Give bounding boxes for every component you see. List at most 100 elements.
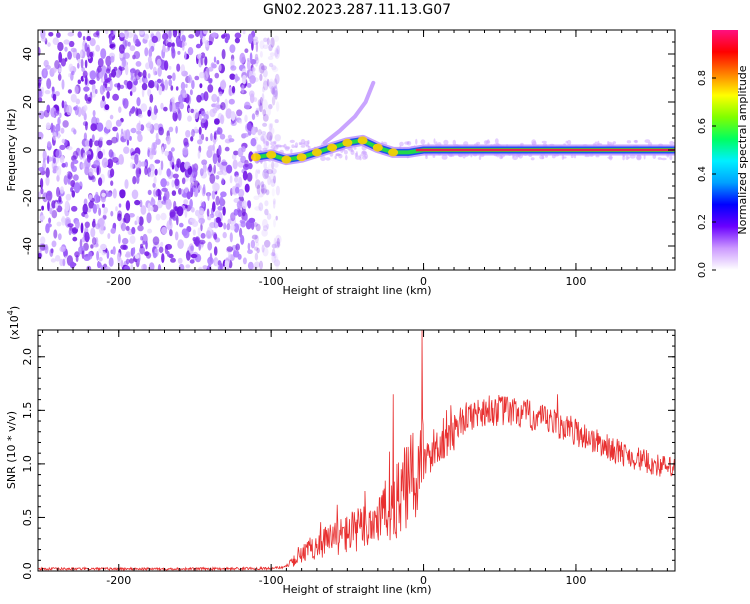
noise-speckle xyxy=(38,167,45,172)
noise-speckle xyxy=(64,46,68,52)
noise-speckle xyxy=(154,168,158,176)
ridge-halo xyxy=(494,138,499,145)
noise-speckle xyxy=(157,199,163,209)
noise-speckle xyxy=(221,34,226,39)
noise-speckle xyxy=(269,52,275,57)
noise-speckle xyxy=(262,225,269,232)
noise-speckle xyxy=(170,257,176,263)
noise-speckle xyxy=(263,37,268,43)
noise-speckle xyxy=(261,184,265,194)
noise-speckle xyxy=(137,224,144,232)
noise-speckle xyxy=(152,182,156,188)
noise-speckle xyxy=(138,30,145,35)
ridge-halo xyxy=(565,140,568,144)
ridge-halo xyxy=(470,155,473,158)
noise-speckle xyxy=(261,183,267,195)
noise-speckle xyxy=(190,182,194,194)
noise-speckle xyxy=(175,102,180,110)
noise-speckle xyxy=(214,210,222,218)
colorbar-label: Normalized spectral amplitude xyxy=(736,65,749,234)
ridge-halo xyxy=(303,140,310,146)
noise-speckle xyxy=(215,195,220,206)
noise-speckle xyxy=(250,138,257,147)
noise-speckle xyxy=(106,192,113,198)
noise-speckle xyxy=(85,75,88,86)
noise-speckle xyxy=(100,48,107,59)
noise-speckle xyxy=(57,73,62,81)
noise-speckle xyxy=(56,186,60,198)
noise-speckle xyxy=(156,58,162,67)
colorbar-tick-label: 0.2 xyxy=(697,214,708,230)
noise-speckle xyxy=(273,252,279,263)
noise-speckle xyxy=(195,209,200,217)
colorbar-tick-label: 0.4 xyxy=(697,166,708,182)
ridge-halo xyxy=(325,157,331,161)
noise-speckle xyxy=(80,58,84,69)
noise-speckle xyxy=(200,117,206,124)
noise-speckle xyxy=(256,184,261,195)
noise-speckle xyxy=(147,228,153,234)
noise-speckle xyxy=(259,62,265,74)
snr-x-label: Height of straight line (km) xyxy=(282,583,431,596)
noise-speckle xyxy=(254,206,261,211)
noise-speckle xyxy=(118,66,125,71)
ridge-halo xyxy=(541,156,545,160)
noise-speckle xyxy=(164,150,169,157)
noise-speckle xyxy=(232,159,238,170)
colorbar: 0.0 0.2 0.4 0.6 0.8 Normalized spectral ampl… xyxy=(697,30,749,278)
colorbar-tick-label: 0.8 xyxy=(697,70,708,86)
noise-speckle xyxy=(158,246,164,253)
noise-speckle xyxy=(138,114,143,118)
noise-speckle xyxy=(268,123,272,134)
noise-speckle xyxy=(251,113,256,120)
ridge-halo xyxy=(485,140,491,145)
noise-speckle xyxy=(249,75,256,84)
noise-speckle xyxy=(67,51,72,60)
noise-speckle xyxy=(262,109,267,117)
noise-speckle xyxy=(134,254,140,259)
noise-speckle xyxy=(268,104,273,110)
noise-speckle xyxy=(198,126,202,135)
noise-speckle xyxy=(227,134,232,139)
ridge-halo xyxy=(669,141,674,145)
noise-speckle xyxy=(66,105,73,116)
ridge-halo xyxy=(415,138,418,145)
y-tick-label: -40 xyxy=(21,237,34,255)
noise-speckle xyxy=(249,52,253,62)
noise-speckle xyxy=(174,178,180,187)
noise-speckle xyxy=(189,89,193,96)
noise-speckle xyxy=(194,186,198,197)
noise-speckle xyxy=(247,200,252,209)
x-tick-label: 0 xyxy=(420,574,427,587)
noise-speckle xyxy=(266,169,274,175)
noise-speckle xyxy=(98,248,102,254)
noise-speckle xyxy=(67,223,74,228)
noise-speckle xyxy=(110,30,114,35)
noise-speckle xyxy=(218,91,223,97)
noise-speckle xyxy=(255,169,258,180)
x-tick-label: 0 xyxy=(420,275,427,288)
noise-speckle xyxy=(273,259,281,267)
noise-speckle xyxy=(136,215,140,225)
noise-speckle xyxy=(140,103,148,112)
noise-speckle xyxy=(244,101,251,110)
ridge-halo xyxy=(626,140,632,144)
noise-speckle xyxy=(254,246,259,251)
noise-speckle xyxy=(238,188,245,198)
noise-speckle xyxy=(50,122,54,133)
ridge-halo xyxy=(512,155,518,161)
noise-speckle xyxy=(244,114,248,123)
noise-speckle xyxy=(189,198,193,209)
noise-speckle xyxy=(59,246,66,253)
noise-speckle xyxy=(240,155,247,164)
y-tick-label: 40 xyxy=(21,47,34,61)
noise-speckle xyxy=(86,154,92,163)
noise-speckle xyxy=(258,202,264,212)
noise-speckle xyxy=(203,91,209,102)
noise-speckle xyxy=(264,208,269,216)
noise-speckle xyxy=(242,133,249,138)
noise-speckle xyxy=(118,44,125,54)
noise-speckle xyxy=(259,73,263,82)
